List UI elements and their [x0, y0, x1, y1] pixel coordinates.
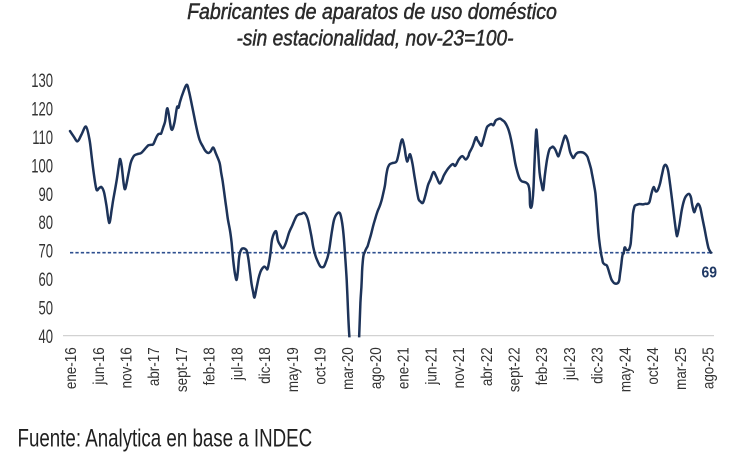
svg-text:jun-16: jun-16 — [91, 347, 108, 385]
svg-text:ene-16: ene-16 — [63, 347, 80, 389]
svg-text:mar-25: mar-25 — [673, 347, 690, 390]
svg-text:100: 100 — [31, 155, 53, 177]
svg-text:dic-23: dic-23 — [590, 347, 607, 384]
svg-text:69: 69 — [702, 264, 717, 282]
svg-text:110: 110 — [32, 126, 53, 148]
svg-text:oct-24: oct-24 — [645, 347, 662, 384]
svg-text:may-24: may-24 — [617, 347, 634, 392]
svg-text:nov-21: nov-21 — [451, 347, 468, 388]
svg-text:sept-22: sept-22 — [507, 347, 524, 392]
svg-text:abr-22: abr-22 — [479, 347, 496, 386]
svg-text:Fabricantes de aparatos de uso: Fabricantes de aparatos de uso doméstico — [187, 0, 557, 24]
svg-text:nov-16: nov-16 — [119, 347, 136, 388]
svg-text:ago-20: ago-20 — [368, 347, 385, 389]
svg-text:oct-19: oct-19 — [313, 347, 330, 384]
svg-text:ago-25: ago-25 — [701, 347, 718, 389]
svg-text:jul-18: jul-18 — [229, 347, 246, 381]
svg-text:130: 130 — [31, 70, 53, 92]
svg-text:jul-23: jul-23 — [562, 347, 579, 381]
svg-text:mar-20: mar-20 — [340, 347, 357, 390]
svg-text:90: 90 — [38, 183, 53, 205]
svg-text:ene-21: ene-21 — [396, 347, 413, 389]
svg-text:abr-17: abr-17 — [146, 347, 163, 386]
svg-text:70: 70 — [38, 240, 53, 262]
svg-text:40: 40 — [38, 325, 53, 347]
svg-text:50: 50 — [38, 297, 53, 319]
svg-text:Fuente: Analytica en base a IN: Fuente: Analytica en base a INDEC — [18, 424, 313, 452]
svg-text:feb-23: feb-23 — [534, 347, 551, 385]
svg-text:60: 60 — [38, 268, 53, 290]
svg-text:80: 80 — [38, 212, 53, 234]
svg-text:may-19: may-19 — [285, 347, 302, 392]
svg-text:jun-21: jun-21 — [423, 347, 440, 385]
svg-text:dic-18: dic-18 — [257, 347, 274, 384]
svg-text:-sin estacionalidad, nov-23=10: -sin estacionalidad, nov-23=100- — [236, 26, 513, 51]
svg-text:feb-18: feb-18 — [202, 347, 219, 385]
svg-text:sept-17: sept-17 — [174, 347, 191, 392]
svg-text:120: 120 — [31, 98, 53, 120]
